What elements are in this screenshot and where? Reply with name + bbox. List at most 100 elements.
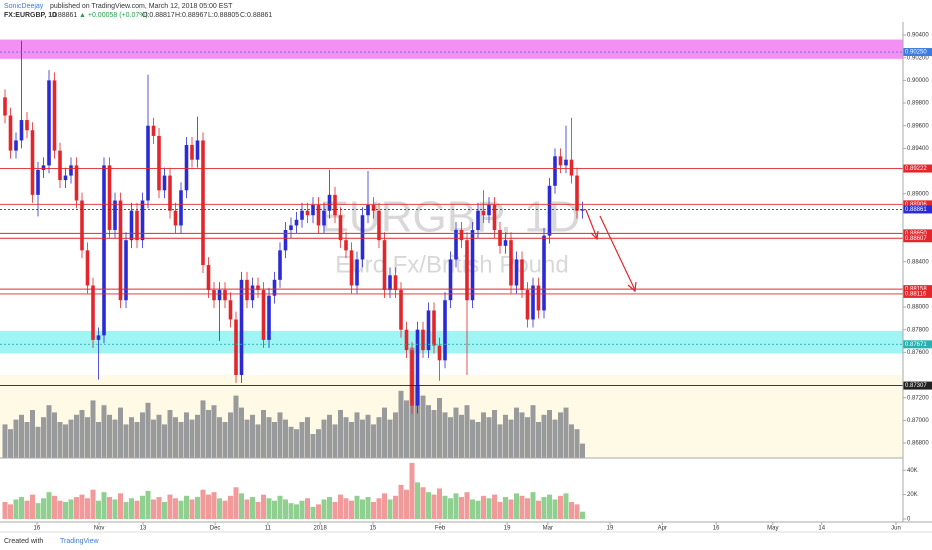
volume-overlay-bar bbox=[189, 419, 195, 458]
candle-body bbox=[388, 275, 392, 291]
volume-bar bbox=[30, 494, 35, 519]
volume-overlay-bar bbox=[24, 422, 30, 458]
volume-overlay-bar bbox=[63, 424, 68, 458]
volume-bar bbox=[200, 489, 206, 519]
volume-overlay-bar bbox=[96, 422, 101, 458]
level-label-box bbox=[903, 289, 932, 298]
volume-overlay-bar bbox=[530, 405, 536, 458]
volume-bar bbox=[316, 504, 321, 519]
candle-body bbox=[184, 144, 189, 191]
candle-body bbox=[91, 285, 95, 340]
candle-body bbox=[393, 275, 398, 291]
volume-bar bbox=[63, 501, 68, 519]
volume-overlay-bar bbox=[327, 414, 332, 458]
level-label: 0.87307 bbox=[905, 383, 927, 389]
candle-body bbox=[58, 150, 62, 181]
volume-bar bbox=[580, 511, 585, 519]
volume-bar bbox=[19, 497, 24, 519]
candle-body bbox=[536, 285, 541, 311]
volume-bar bbox=[217, 498, 222, 519]
volume-overlay-bar bbox=[233, 395, 239, 458]
volume-overlay-bar bbox=[8, 429, 13, 458]
volume-overlay-bar bbox=[239, 407, 244, 458]
arrows bbox=[585, 209, 637, 293]
volume-bar bbox=[343, 498, 349, 519]
volume-bar bbox=[541, 497, 547, 519]
level-label: 0.87671 bbox=[905, 342, 927, 348]
candle-body bbox=[223, 290, 227, 301]
volume-bar bbox=[107, 497, 112, 519]
volume-overlay-bar bbox=[393, 412, 398, 458]
volume-overlay-bar bbox=[173, 417, 178, 458]
candle-body bbox=[316, 205, 321, 226]
volume-overlay-bar bbox=[52, 412, 57, 458]
volume-bar bbox=[382, 493, 387, 519]
volume-overlay-bar bbox=[475, 422, 481, 458]
volume-overlay-bar bbox=[310, 434, 316, 458]
volume-overlay-bar bbox=[536, 422, 541, 458]
candle-body bbox=[173, 210, 178, 226]
volume-bar bbox=[250, 497, 255, 519]
volume-bar bbox=[13, 499, 19, 519]
open-value: O:0.88817 bbox=[142, 12, 175, 19]
level-label-box bbox=[903, 285, 932, 294]
volume-bar bbox=[426, 492, 431, 519]
low-value: L:0.88805 bbox=[208, 12, 239, 19]
volume-bar bbox=[189, 499, 195, 519]
volume-overlay-bar bbox=[134, 422, 140, 458]
x-tick-label: Dec bbox=[210, 526, 221, 532]
candle-body bbox=[140, 200, 145, 241]
volume-bar bbox=[277, 495, 283, 519]
high-value: H:0.88967 bbox=[175, 12, 207, 19]
x-tick-label: 13 bbox=[140, 526, 147, 532]
volume-bar bbox=[519, 495, 525, 519]
volume-bar bbox=[228, 495, 233, 519]
volume-bar bbox=[558, 495, 563, 519]
volume-overlay-bar bbox=[332, 424, 338, 458]
candle-body bbox=[437, 345, 442, 361]
candle-body bbox=[201, 140, 205, 266]
level-label: 0.88861 bbox=[905, 207, 927, 213]
volume-overlay-bar bbox=[206, 410, 211, 458]
candle-body bbox=[333, 194, 337, 216]
volume-bar bbox=[156, 497, 162, 519]
zone bbox=[0, 330, 903, 354]
x-tick-label: 2018 bbox=[313, 526, 327, 532]
x-tick-label: Mar bbox=[543, 526, 553, 532]
volume-overlay-bar bbox=[123, 424, 129, 458]
volume-overlay-bar bbox=[431, 410, 437, 458]
candle-body bbox=[338, 215, 343, 241]
candle-body bbox=[311, 205, 315, 216]
volume-bar bbox=[162, 501, 167, 519]
candle-body bbox=[580, 209, 585, 211]
volume-overlay-bar bbox=[481, 412, 486, 458]
candle-body bbox=[3, 97, 7, 116]
candle-body bbox=[146, 125, 150, 201]
candle-body bbox=[481, 210, 486, 216]
candle-body bbox=[360, 215, 365, 260]
volume-overlay-bar bbox=[338, 410, 343, 458]
candle-body bbox=[322, 210, 326, 226]
volume-bar bbox=[211, 492, 217, 519]
level-label: 0.88906 bbox=[905, 202, 927, 208]
author[interactable]: SonicDeejay bbox=[4, 3, 44, 10]
candle-body bbox=[344, 240, 348, 251]
candle-body bbox=[366, 205, 370, 216]
volume-overlay-bar bbox=[41, 417, 46, 458]
candle-body bbox=[426, 310, 431, 351]
candle-body bbox=[327, 194, 332, 211]
level-label-box bbox=[903, 205, 932, 214]
volume-bar bbox=[266, 498, 272, 519]
volume-bar bbox=[195, 497, 200, 519]
volume-bar bbox=[8, 504, 13, 519]
volume-overlay-bar bbox=[211, 405, 217, 458]
volume-overlay-bar bbox=[420, 395, 426, 458]
volume-bar bbox=[79, 494, 85, 519]
volume-overlay-bar bbox=[382, 407, 387, 458]
level-label-box bbox=[903, 164, 932, 173]
candle-body bbox=[19, 120, 24, 141]
volume-overlay-bar bbox=[184, 412, 189, 458]
footer-brand[interactable]: TradingView bbox=[60, 538, 99, 545]
volume-bar bbox=[101, 492, 107, 519]
volume-overlay-bar bbox=[343, 417, 349, 458]
